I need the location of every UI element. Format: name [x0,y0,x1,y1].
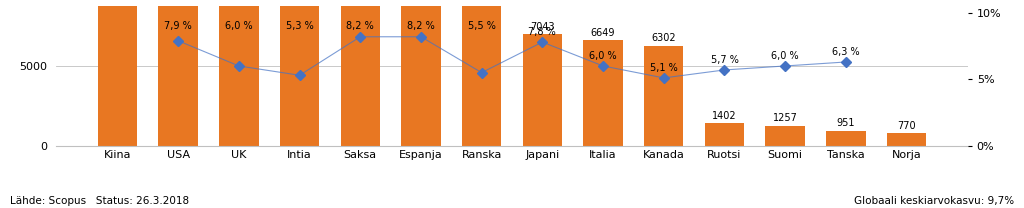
Text: 6,0 %: 6,0 % [771,51,799,61]
Bar [887,133,927,146]
Bar [462,0,502,146]
Bar [401,0,440,146]
Text: 8,2 %: 8,2 % [408,21,435,31]
Text: 6,0 %: 6,0 % [225,21,253,31]
Text: 1257: 1257 [773,113,798,123]
Text: 5,5 %: 5,5 % [468,21,496,31]
Text: 5,1 %: 5,1 % [650,63,678,73]
Bar [705,123,744,146]
Text: 6302: 6302 [651,33,676,43]
Bar [826,131,865,146]
Bar [97,0,137,146]
Text: 6,3 %: 6,3 % [833,47,859,57]
Bar [219,0,259,146]
Text: 6,0 %: 6,0 % [589,51,616,61]
Text: 1402: 1402 [712,111,736,121]
Bar [341,0,380,146]
Text: 770: 770 [897,121,915,131]
Text: Globaali keskiarvokasvu: 9,7%: Globaali keskiarvokasvu: 9,7% [854,196,1014,206]
Bar [765,126,805,146]
Text: 5,7 %: 5,7 % [711,55,738,65]
Bar [584,40,623,146]
Text: 7,9 %: 7,9 % [164,21,193,31]
Bar [644,46,683,146]
Text: 6649: 6649 [591,28,615,38]
Bar [280,0,319,146]
Text: 5,3 %: 5,3 % [286,21,313,31]
Text: 7043: 7043 [530,22,555,32]
Text: Lähde: Scopus   Status: 26.3.2018: Lähde: Scopus Status: 26.3.2018 [10,196,189,206]
Text: 7,8 %: 7,8 % [528,27,556,37]
Text: 951: 951 [837,118,855,128]
Bar [522,34,562,146]
Bar [159,0,198,146]
Text: 8,2 %: 8,2 % [346,21,374,31]
